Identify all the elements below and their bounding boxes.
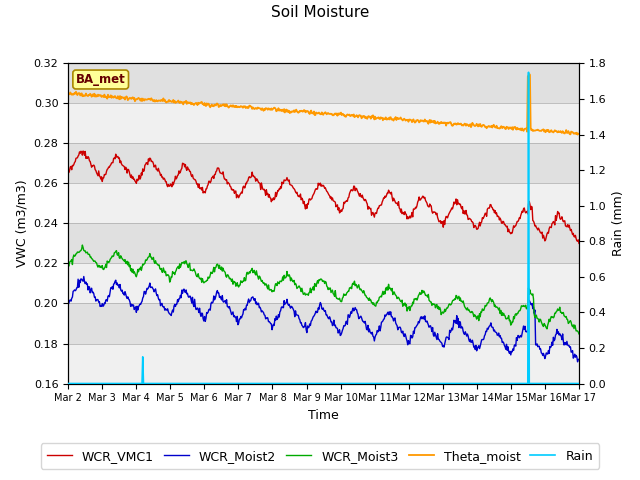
WCR_VMC1 xyxy=(127,175,134,180)
Bar xyxy=(68,103,579,144)
Line: Rain: Rain xyxy=(68,72,579,384)
WCR_Moist2 xyxy=(401,331,409,336)
WCR_Moist3 xyxy=(386,285,394,291)
Theta_moist xyxy=(126,95,134,101)
WCR_VMC1 xyxy=(179,160,186,166)
WCR_Moist2 xyxy=(80,274,88,279)
Theta_moist xyxy=(573,132,581,137)
WCR_Moist2 xyxy=(575,356,583,362)
Theta_moist xyxy=(385,117,393,122)
Rain xyxy=(205,381,212,386)
WCR_Moist3 xyxy=(79,242,86,248)
Line: WCR_Moist2: WCR_Moist2 xyxy=(68,276,579,362)
Theta_moist xyxy=(64,91,72,97)
Theta_moist xyxy=(575,131,583,136)
Rain xyxy=(126,381,134,386)
WCR_Moist3 xyxy=(64,263,72,268)
WCR_VMC1 xyxy=(575,240,583,246)
WCR_Moist3 xyxy=(205,275,213,281)
WCR_Moist2 xyxy=(205,306,213,312)
Theta_moist xyxy=(525,71,533,77)
Bar xyxy=(68,344,579,384)
WCR_VMC1 xyxy=(401,209,409,215)
WCR_Moist3 xyxy=(401,300,409,306)
WCR_Moist3 xyxy=(127,268,134,274)
Rain xyxy=(64,381,72,386)
Rain xyxy=(525,70,532,75)
WCR_Moist2 xyxy=(74,285,81,290)
Theta_moist xyxy=(74,92,81,98)
Legend: WCR_VMC1, WCR_Moist2, WCR_Moist3, Theta_moist, Rain: WCR_VMC1, WCR_Moist2, WCR_Moist3, Theta_… xyxy=(41,444,599,469)
Text: BA_met: BA_met xyxy=(76,73,125,86)
WCR_VMC1 xyxy=(205,179,213,184)
Theta_moist xyxy=(178,99,186,105)
WCR_Moist2 xyxy=(64,301,72,307)
WCR_VMC1 xyxy=(64,169,72,175)
WCR_Moist2 xyxy=(127,303,134,309)
Rain xyxy=(178,381,186,386)
Theta_moist xyxy=(401,116,408,121)
Rain xyxy=(385,381,393,386)
Rain xyxy=(575,381,583,386)
WCR_VMC1 xyxy=(79,148,87,154)
WCR_VMC1 xyxy=(74,155,81,161)
Line: WCR_Moist3: WCR_Moist3 xyxy=(68,245,579,334)
WCR_VMC1 xyxy=(386,190,394,196)
Theta_moist xyxy=(205,101,212,107)
WCR_Moist3 xyxy=(575,331,583,337)
X-axis label: Time: Time xyxy=(308,409,339,422)
Rain xyxy=(74,381,81,386)
WCR_Moist3 xyxy=(179,260,186,265)
Bar xyxy=(68,264,579,303)
Line: WCR_VMC1: WCR_VMC1 xyxy=(68,151,579,243)
Line: Theta_moist: Theta_moist xyxy=(68,74,579,134)
Text: Soil Moisture: Soil Moisture xyxy=(271,5,369,20)
WCR_Moist3 xyxy=(74,249,81,255)
Bar xyxy=(68,183,579,224)
WCR_Moist2 xyxy=(573,359,581,365)
Rain xyxy=(401,381,408,386)
WCR_Moist2 xyxy=(386,312,394,318)
WCR_Moist2 xyxy=(179,290,186,296)
Y-axis label: VWC (m3/m3): VWC (m3/m3) xyxy=(15,180,28,267)
Y-axis label: Rain (mm): Rain (mm) xyxy=(612,191,625,256)
